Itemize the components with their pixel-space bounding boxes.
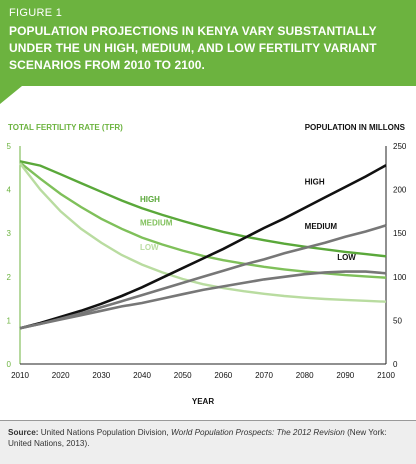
population-series-label-low: LOW xyxy=(337,253,356,262)
tfr-line-high xyxy=(19,160,387,258)
x-tick-label: 2080 xyxy=(296,371,314,380)
y-right-tick-label: 150 xyxy=(393,229,407,238)
y-left-tick-label: 5 xyxy=(7,142,12,151)
tfr-series-label-medium: MEDIUM xyxy=(140,218,173,227)
source-note: Source: United Nations Population Divisi… xyxy=(0,420,416,464)
y-right-tick-label: 0 xyxy=(393,360,398,369)
y-left-tick-label: 0 xyxy=(7,360,12,369)
x-tick-label: 2090 xyxy=(336,371,354,380)
tfr-series-label-high: HIGH xyxy=(140,195,160,204)
y-left-axis-title: TOTAL FERTILITY RATE (TFR) xyxy=(8,123,123,132)
population-series-label-high: HIGH xyxy=(305,177,325,186)
x-axis-title: YEAR xyxy=(192,397,214,406)
population-line-medium xyxy=(19,224,387,330)
figure-label: FIGURE 1 xyxy=(9,7,63,19)
source-text-after: (New York: United Nations, 2013). xyxy=(8,428,387,448)
y-right-axis-title: POPULATION IN MILLONS xyxy=(305,123,406,132)
x-tick-label: 2050 xyxy=(174,371,192,380)
y-left-tick-label: 2 xyxy=(7,273,12,282)
source-label: Source: xyxy=(8,428,39,437)
x-tick-label: 2020 xyxy=(52,371,70,380)
x-tick-label: 2060 xyxy=(214,371,232,380)
y-left-tick-label: 4 xyxy=(7,186,12,195)
tfr-series-label-low: LOW xyxy=(140,243,159,252)
x-tick-label: 2010 xyxy=(11,371,29,380)
source-title: World Population Prospects: The 2012 Rev… xyxy=(170,428,345,437)
x-tick-label: 2040 xyxy=(133,371,151,380)
tfr-line-low xyxy=(19,162,387,303)
y-left-tick-label: 3 xyxy=(7,229,12,238)
y-right-tick-label: 250 xyxy=(393,142,407,151)
line-chart: TOTAL FERTILITY RATE (TFR) POPULATION IN … xyxy=(7,123,407,406)
population-line-low xyxy=(19,270,387,330)
x-tick-label: 2070 xyxy=(255,371,273,380)
figure-header: FIGURE 1 POPULATION PROJECTIONS IN KENYA… xyxy=(0,0,416,86)
y-right-tick-label: 200 xyxy=(393,186,407,195)
x-tick-label: 2030 xyxy=(92,371,110,380)
header-notch xyxy=(0,86,22,104)
y-right-tick-label: 100 xyxy=(393,273,407,282)
source-text-before: United Nations Population Division, xyxy=(40,428,169,437)
figure-title: POPULATION PROJECTIONS IN KENYA VARY SUB… xyxy=(9,24,377,72)
population-line-high xyxy=(19,164,387,330)
y-left-tick-label: 1 xyxy=(7,316,12,325)
x-tick-label: 2100 xyxy=(377,371,395,380)
population-series-label-medium: MEDIUM xyxy=(305,222,338,231)
y-right-tick-label: 50 xyxy=(393,316,402,325)
